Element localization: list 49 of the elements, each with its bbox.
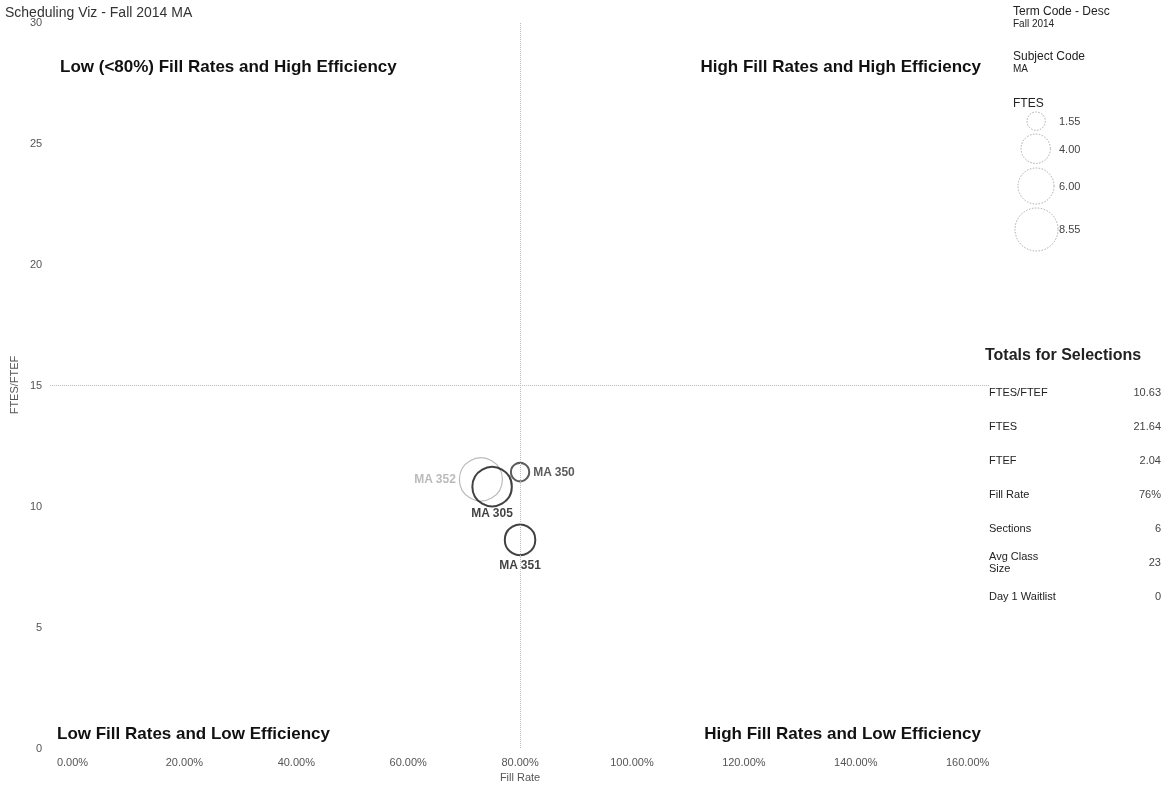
category-label: Day 1 Waitlist [989, 590, 1057, 602]
category-label: FTES [989, 420, 1019, 432]
text: Fall 2014 [1013, 18, 1056, 29]
x-tick-label: 140.00% [834, 755, 878, 768]
y-axis-title: FTES/FTEF [7, 355, 20, 415]
annotation: High Fill Rates and High Efficiency [700, 57, 982, 76]
category-label: Sections [989, 522, 1033, 534]
category-label: FTEF [989, 454, 1018, 466]
x-tick-label: 80.00% [501, 755, 539, 768]
series-label: MA 351 [499, 558, 542, 573]
y-tick-label: 25 [29, 137, 43, 149]
x-tick-label: 60.00% [389, 755, 428, 768]
text: Subject Code [1013, 49, 1087, 63]
text: 23 [1148, 556, 1161, 568]
category-label: Fill Rate [989, 488, 1031, 500]
legend-label: 1.55 [1059, 115, 1081, 128]
annotation: Low Fill Rates and Low Efficiency [57, 724, 331, 743]
category-label: FTES/FTEF [989, 386, 1049, 398]
x-axis-title: Fill Rate [499, 771, 541, 784]
legend-label: 8.55 [1059, 223, 1081, 236]
y-tick-label: 15 [29, 379, 43, 391]
series-label: MA 352 [414, 472, 457, 487]
text: Totals for Selections [985, 345, 1143, 365]
x-tick-label: 120.00% [722, 755, 766, 768]
text: 10.63 [1133, 386, 1161, 398]
series-label: MA 350 [533, 465, 576, 480]
x-tick-label: 100.00% [610, 755, 654, 768]
legend-label: 6.00 [1059, 179, 1081, 192]
text: Term Code - Desc [1013, 4, 1110, 18]
legend-label: 4.00 [1059, 143, 1081, 155]
y-tick-label: 10 [29, 500, 43, 512]
legend-title: FTES [1013, 96, 1045, 110]
text: 6 [1154, 522, 1161, 534]
text: 21.64 [1133, 420, 1161, 432]
category-label: Avg Class Size [989, 550, 1040, 574]
text: MA [1013, 63, 1029, 74]
x-tick-label: 160.00% [945, 755, 990, 768]
annotation: Low (<80%) Fill Rates and High Efficiency [60, 57, 398, 76]
text: 2.04 [1139, 454, 1161, 466]
x-tick-label: 40.00% [277, 755, 316, 768]
y-tick-label: 0 [36, 742, 43, 754]
annotation: High Fill Rates and Low Efficiency [704, 724, 982, 743]
x-tick-label: 0.00% [56, 755, 89, 768]
y-tick-label: 20 [29, 258, 43, 270]
series-label: MA 305 [471, 506, 514, 521]
y-tick-label: 5 [36, 621, 43, 633]
x-tick-label: 20.00% [165, 755, 204, 768]
text: 0 [1154, 590, 1161, 602]
text: 76% [1138, 488, 1161, 500]
